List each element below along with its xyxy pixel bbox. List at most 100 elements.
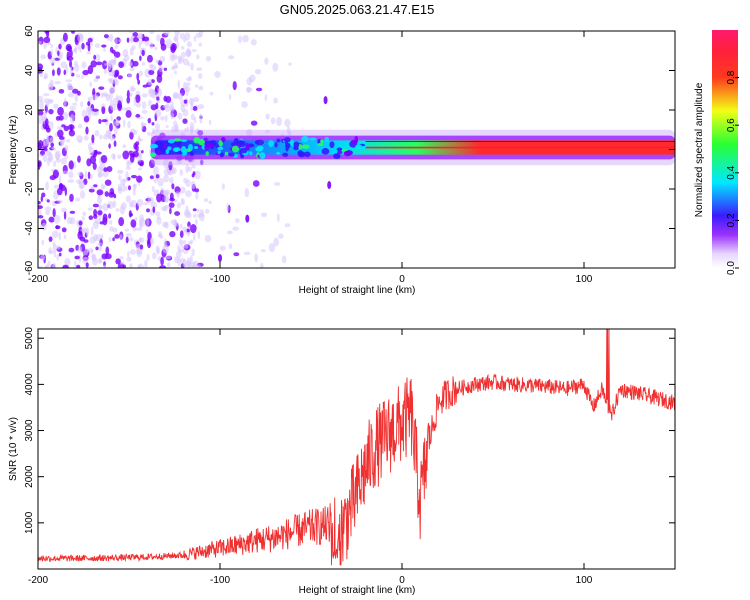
noise-speckle [68, 170, 74, 179]
noise-speckle [164, 255, 172, 260]
noise-speckle [67, 179, 75, 183]
noise-speckle [58, 183, 64, 190]
noise-speckle [144, 259, 148, 268]
noise-speckle [98, 118, 102, 124]
snr-x-axis: -200 -100 0 100 [28, 329, 593, 586]
noise-speckle [81, 215, 85, 222]
band-blob [173, 138, 182, 142]
noise-speckle [108, 237, 112, 243]
noise-speckle [140, 150, 144, 154]
noise-speckle [146, 218, 150, 227]
noise-speckle [124, 228, 130, 232]
noise-speckle [192, 234, 196, 242]
noise-speckle [43, 75, 48, 80]
band-blob [354, 135, 359, 143]
noise-speckle [197, 73, 203, 79]
band-blob [180, 139, 187, 143]
noise-speckle [97, 258, 102, 264]
band-blob [221, 137, 226, 143]
noise-speckle [255, 87, 263, 92]
noise-speckle [146, 131, 152, 136]
band-blob [276, 151, 281, 155]
noise-speckle [190, 239, 194, 244]
noise-speckle [152, 165, 159, 175]
noise-speckle [139, 221, 143, 232]
noise-speckle [138, 70, 144, 77]
noise-speckle [114, 44, 119, 49]
snr-x-label: Height of straight line (km) [299, 585, 416, 596]
noise-speckle [72, 102, 78, 106]
noise-speckle [127, 73, 132, 78]
noise-speckle [38, 140, 44, 149]
noise-speckle [84, 170, 88, 179]
y-tick-label: 3000 [24, 419, 35, 442]
noise-speckle [77, 171, 84, 177]
noise-speckle [65, 43, 72, 52]
noise-speckle [86, 158, 92, 167]
noise-speckle [165, 125, 169, 129]
snr-y-label: SNR (10 * v/v) [8, 417, 19, 481]
noise-speckle [141, 101, 147, 110]
noise-speckle [63, 69, 67, 76]
x-tick-label: 100 [576, 274, 593, 285]
noise-speckle [156, 216, 162, 225]
noise-speckle [46, 151, 53, 157]
noise-speckle [232, 80, 237, 91]
noise-speckle [276, 116, 282, 127]
x-tick-label: -100 [210, 575, 230, 586]
noise-speckle [74, 255, 80, 260]
noise-speckle [148, 63, 154, 68]
band-blob [337, 150, 343, 155]
noise-speckle [91, 134, 95, 144]
noise-speckle [101, 119, 108, 123]
noise-speckle [264, 57, 269, 65]
snr-panel: -200 -100 0 100 1000 2000 3000 4000 5000 Height… [8, 327, 676, 596]
noise-speckle [174, 70, 177, 75]
noise-speckle [150, 201, 158, 209]
noise-speckle [128, 210, 132, 218]
noise-speckle [192, 171, 196, 176]
noise-speckle [69, 60, 73, 68]
x-tick-label: 0 [399, 575, 405, 586]
noise-speckle [287, 131, 292, 136]
noise-speckle [75, 74, 81, 78]
noise-speckle [128, 201, 134, 208]
noise-speckle [196, 208, 200, 213]
noise-speckle [108, 220, 113, 225]
noise-speckle [155, 211, 161, 217]
noise-speckle [83, 239, 89, 243]
noise-speckle [117, 187, 123, 192]
noise-speckle [97, 210, 103, 216]
noise-speckle [82, 256, 89, 265]
noise-speckle [209, 91, 214, 96]
noise-speckle [156, 96, 160, 101]
noise-speckle [129, 36, 134, 43]
spectrogram-heatmap [38, 31, 675, 268]
noise-speckle [104, 179, 112, 186]
noise-speckle [135, 102, 142, 108]
noise-speckle [125, 110, 132, 118]
noise-speckle [103, 264, 107, 268]
noise-speckle [284, 118, 291, 127]
noise-speckle [50, 43, 53, 49]
noise-speckle [57, 129, 64, 138]
noise-speckle [238, 35, 242, 44]
band-blob [274, 142, 278, 148]
noise-speckle [163, 31, 170, 36]
band-blob [205, 151, 209, 156]
noise-speckle [40, 254, 46, 261]
colorbar-tick-label: 0.0 [726, 261, 737, 275]
noise-speckle [136, 248, 142, 258]
noise-speckle [93, 184, 98, 188]
noise-speckle [194, 188, 200, 193]
noise-speckle [77, 139, 83, 144]
noise-speckle [89, 236, 96, 244]
band-blob [304, 151, 311, 158]
noise-speckle [204, 208, 210, 214]
noise-speckle [186, 228, 190, 233]
noise-speckle [126, 37, 130, 43]
noise-speckle [53, 214, 61, 224]
noise-speckle [125, 236, 129, 244]
noise-speckle [187, 221, 191, 228]
